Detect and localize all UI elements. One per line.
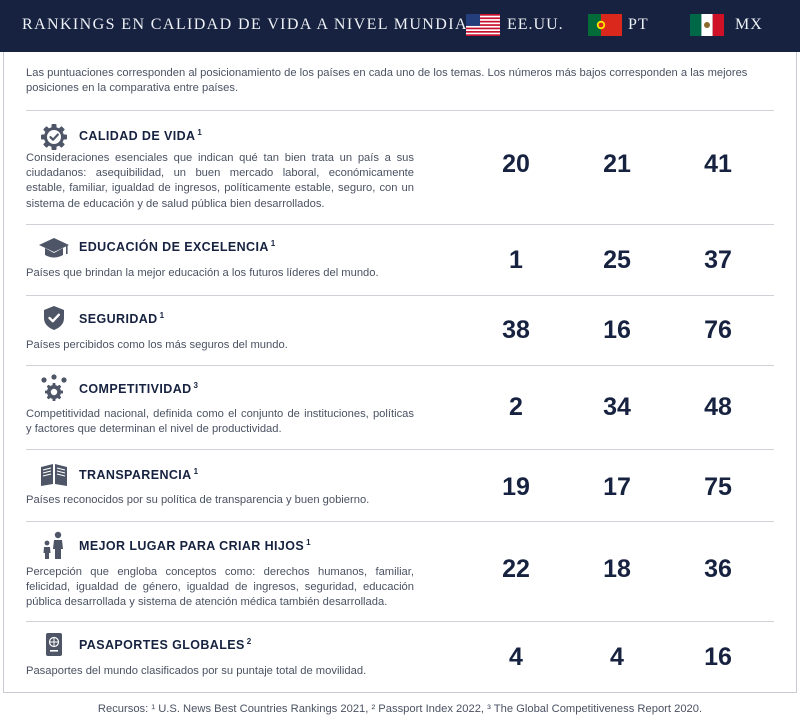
sources-footnote: Recursos: ¹ U.S. News Best Countries Ran… — [97, 703, 703, 715]
row-title: TRANSPARENCIA 1 — [79, 467, 199, 483]
row-title: PASAPORTES GLOBALES 2 — [79, 637, 252, 653]
rank-us: 4 — [509, 643, 523, 671]
rank-us: 20 — [502, 150, 530, 178]
row-title: COMPETITIVIDAD 3 — [79, 381, 199, 397]
divider — [26, 110, 774, 111]
row-description: Países que brindan la mejor educación a … — [26, 267, 379, 279]
rank-us: 19 — [502, 473, 530, 501]
gears-arrows-icon — [38, 373, 70, 405]
rank-pt: 17 — [603, 473, 631, 501]
rankings-card: Las puntuaciones corresponden al posicio… — [3, 52, 797, 693]
rank-mx: 36 — [704, 555, 732, 583]
rank-mx: 37 — [704, 246, 732, 274]
portugal-flag-icon — [588, 14, 622, 36]
divider — [26, 621, 774, 622]
row-description: Competitividad nacional, definida como e… — [26, 408, 414, 436]
rank-mx: 16 — [704, 643, 732, 671]
rank-pt: 4 — [610, 643, 624, 671]
divider — [26, 295, 774, 296]
rank-mx: 41 — [704, 150, 732, 178]
row-description: Consideraciones esenciales que indican q… — [26, 152, 414, 210]
rank-pt: 16 — [603, 316, 631, 344]
us-flag-icon — [466, 14, 500, 36]
row-description: Pasaportes del mundo clasificados por su… — [26, 665, 367, 677]
rank-us: 22 — [502, 555, 530, 583]
country-label-mx: MX — [735, 16, 763, 33]
divider — [26, 224, 774, 225]
rank-mx: 48 — [704, 393, 732, 421]
rank-pt: 18 — [603, 555, 631, 583]
rank-pt: 21 — [603, 150, 631, 178]
graduation-cap-icon — [38, 232, 70, 264]
parent-child-icon — [38, 529, 70, 561]
row-title: EDUCACIÓN DE EXCELENCIA 1 — [79, 239, 276, 255]
open-book-icon — [38, 458, 70, 490]
divider — [26, 365, 774, 366]
row-description: Países percibidos como los más seguros d… — [26, 339, 288, 351]
rank-us: 38 — [502, 316, 530, 344]
row-title: CALIDAD DE VIDA 1 — [79, 128, 203, 144]
country-label-pt: PT — [628, 16, 649, 33]
divider — [26, 449, 774, 450]
row-description: Países reconocidos por su política de tr… — [26, 494, 370, 506]
rank-mx: 75 — [704, 473, 732, 501]
rank-pt: 25 — [603, 246, 631, 274]
passport-icon — [38, 629, 70, 661]
rank-us: 1 — [509, 246, 523, 274]
gear-check-icon — [38, 121, 70, 153]
mexico-flag-icon — [690, 14, 724, 36]
rank-pt: 34 — [603, 393, 631, 421]
row-title: MEJOR LUGAR PARA CRIAR HIJOS 1 — [79, 538, 311, 554]
row-description: Percepción que engloba conceptos como: d… — [26, 566, 414, 609]
shield-check-icon — [38, 302, 70, 334]
row-title: SEGURIDAD 1 — [79, 311, 165, 327]
rank-mx: 76 — [704, 316, 732, 344]
page-title: RANKINGS EN CALIDAD DE VIDA A NIVEL MUND… — [22, 16, 480, 33]
rank-us: 2 — [509, 393, 523, 421]
divider — [26, 521, 774, 522]
country-label-us: EE.UU. — [507, 16, 564, 33]
header-bar: RANKINGS EN CALIDAD DE VIDA A NIVEL MUND… — [0, 0, 800, 52]
intro-text: Las puntuaciones corresponden al posicio… — [26, 67, 748, 94]
